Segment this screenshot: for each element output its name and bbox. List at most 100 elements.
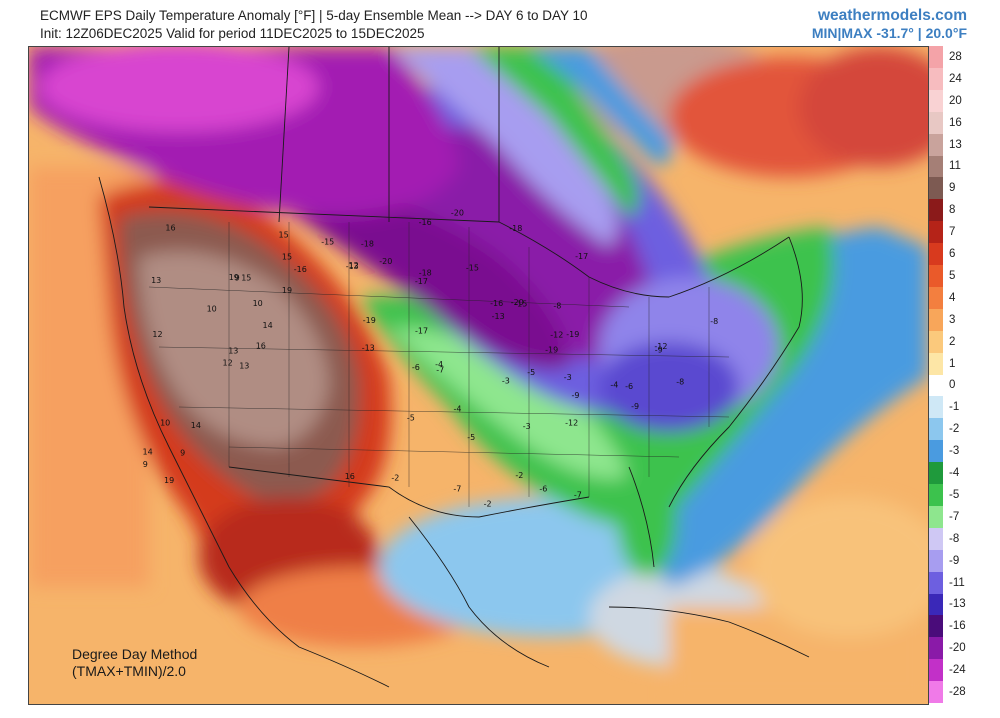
header: ECMWF EPS Daily Temperature Anomaly [°F]…	[0, 0, 1000, 44]
anomaly-value: -17	[415, 277, 428, 286]
anomaly-value: 13	[151, 276, 161, 285]
anomaly-value: -16	[419, 218, 432, 227]
anomaly-value: -7	[436, 366, 444, 375]
anomaly-value: -18	[419, 269, 432, 278]
anomaly-value: -8	[676, 378, 684, 387]
legend-swatch	[929, 549, 943, 573]
legend-label: -5	[949, 488, 960, 501]
legend-swatch	[929, 396, 943, 419]
state-lines	[148, 222, 730, 507]
legend-swatch	[929, 681, 943, 704]
legend-label: 1	[949, 357, 956, 370]
legend-swatch	[929, 505, 943, 529]
brand-link[interactable]: weathermodels.com	[817, 7, 967, 24]
boundaries	[98, 47, 810, 688]
legend-swatch	[929, 243, 943, 266]
anomaly-value: 12	[349, 261, 359, 270]
legend-label: 2	[949, 335, 956, 348]
legend-label: -16	[949, 620, 966, 633]
west-coastline	[98, 176, 390, 688]
anomaly-value: 10	[207, 305, 217, 314]
legend-swatch	[929, 133, 943, 156]
legend-swatch	[929, 308, 943, 332]
anomaly-value: -13	[346, 262, 359, 271]
legend-label: -9	[949, 554, 960, 567]
legend-swatch	[929, 440, 943, 463]
legend-label: 5	[949, 269, 956, 282]
anomaly-value: -18	[509, 224, 522, 233]
anomaly-value: -19	[363, 316, 376, 325]
legend-label: 8	[949, 204, 956, 217]
anomaly-value: 14	[191, 421, 201, 430]
legend-label: -11	[949, 576, 965, 589]
anomaly-value: 9	[180, 449, 185, 458]
legend-swatch	[929, 265, 943, 288]
color-legend: 28 24 20 16 13 11 9 8 7 6 5 4 3 2 1 0 -1 -2 -3 -4 -5 -7 -8 -9 -1…	[929, 46, 971, 704]
anomaly-value: 14	[263, 321, 273, 330]
legend-label: -1	[949, 401, 960, 414]
anomaly-value: 16	[345, 472, 355, 481]
anomaly-value: -3	[502, 376, 510, 385]
anomaly-value: -20	[379, 257, 392, 266]
anomaly-value: 19	[229, 273, 239, 282]
legend-swatch	[929, 352, 943, 375]
anomaly-value: -5	[467, 433, 475, 442]
anomaly-value: -19	[545, 345, 558, 354]
anomaly-value: -3	[523, 422, 531, 431]
anomaly-value: 9	[143, 460, 148, 469]
legend-swatch	[929, 571, 943, 594]
anomaly-value: -17	[415, 327, 428, 336]
method-line-1: Degree Day Method	[72, 646, 198, 662]
legend-label: 6	[949, 248, 956, 261]
legend-swatch	[929, 615, 943, 638]
legend-label: -28	[949, 686, 966, 699]
anomaly-value: -15	[514, 300, 527, 309]
legend-label: 11	[949, 160, 961, 173]
anomaly-value: -5	[527, 368, 535, 377]
minmax-readout: MIN|MAX -31.7° | 20.0°F	[811, 25, 967, 41]
anomaly-value: -15	[466, 263, 479, 272]
anomaly-value: -7	[574, 490, 582, 499]
anomaly-value: -4	[435, 360, 443, 369]
anomaly-labels: 1313131414141515151616161212121919191010…	[143, 209, 719, 509]
legend-label: -24	[949, 664, 966, 677]
legend-swatch	[929, 330, 943, 354]
anomaly-value: 14	[143, 447, 153, 456]
legend-swatch	[929, 221, 943, 244]
anomaly-value: -12	[654, 342, 667, 351]
anomaly-value: 12	[223, 359, 233, 368]
anomaly-value: 13	[239, 361, 249, 370]
legend-swatch	[929, 659, 943, 682]
legend-label: -20	[949, 642, 966, 655]
legend-swatch	[929, 637, 943, 660]
anomaly-value: -5	[407, 413, 415, 422]
method-line-2: (TMAX+TMIN)/2.0	[72, 663, 186, 679]
anomaly-value: -3	[564, 373, 572, 382]
map-subtitle: Init: 12Z06DEC2025 Valid for period 11DE…	[40, 26, 425, 41]
legend-swatch	[929, 177, 943, 200]
anomaly-value: 12	[152, 330, 162, 339]
anomaly-map: 13 13 13 14 14 14 15 15 15 16 16 16 12 12 12 19 19 19 10 10…	[28, 46, 929, 705]
legend-label: 0	[949, 379, 956, 392]
anomaly-value: -13	[492, 312, 505, 321]
legend-label: 28	[949, 50, 962, 63]
anomaly-value: -18	[361, 239, 374, 248]
anomaly-field	[29, 47, 928, 704]
anomaly-value: 10	[253, 299, 263, 308]
anomaly-value: -17	[575, 252, 588, 261]
anomaly-value: -6	[539, 485, 547, 494]
anomaly-value: -4	[610, 381, 618, 390]
legend-swatch	[929, 484, 943, 507]
map-canvas: 1313131414141515151616161212121919191010…	[29, 47, 928, 704]
legend-label: 16	[949, 116, 962, 129]
legend-swatch	[929, 593, 943, 616]
anomaly-value: -6	[625, 382, 633, 391]
legend-label: -4	[949, 467, 960, 480]
method-note: Degree Day Method (TMAX+TMIN)/2.0	[72, 646, 197, 680]
anomaly-value: -16	[294, 265, 307, 274]
anomaly-value: -9	[655, 346, 663, 355]
legend-swatch	[929, 418, 943, 441]
legend-label: -2	[949, 423, 960, 436]
anomaly-value: -19	[566, 330, 579, 339]
anomaly-value: -6	[412, 363, 420, 372]
